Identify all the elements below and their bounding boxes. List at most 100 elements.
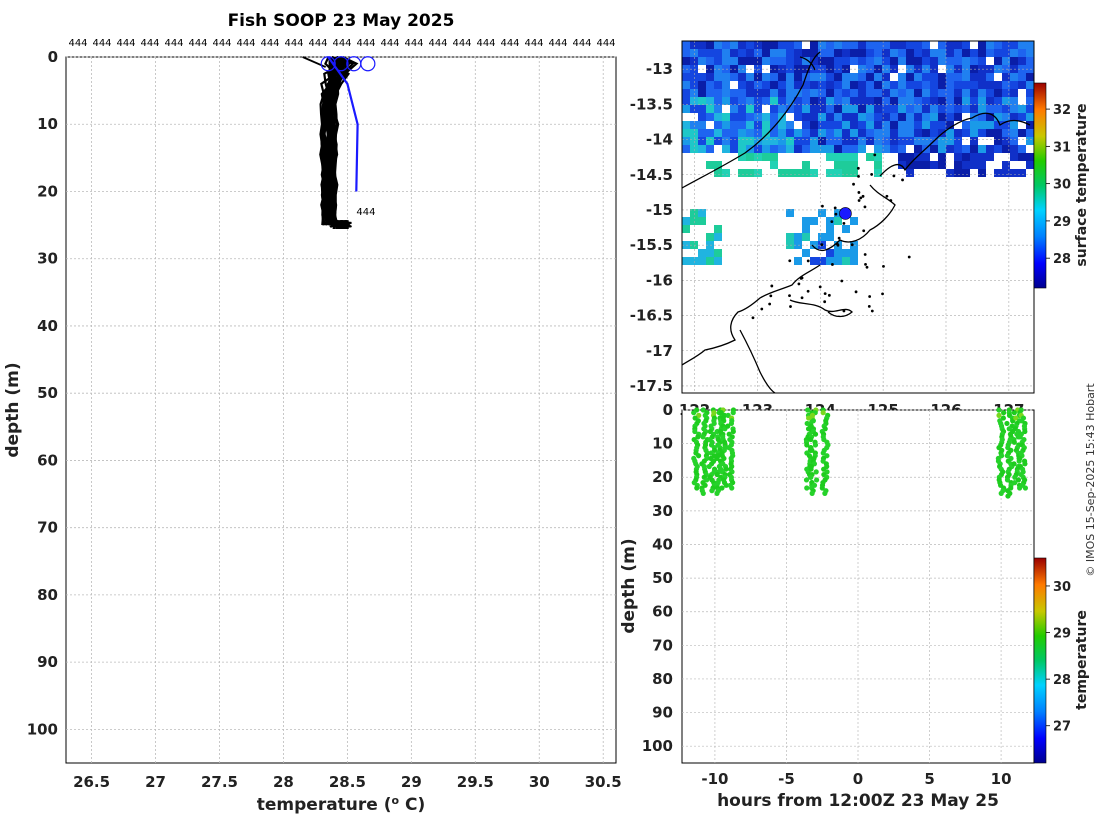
profile-end-marker: ✱ [332, 218, 342, 232]
sst-cell [954, 57, 962, 65]
sst-cell [978, 73, 986, 81]
sst-cell [946, 89, 954, 97]
sst-cell [850, 41, 858, 49]
profile-y-tick-label: 10 [37, 115, 58, 133]
sst-cell [1010, 57, 1018, 65]
sst-cell [762, 81, 770, 89]
cast-point [805, 407, 811, 413]
sst-cell [978, 153, 986, 161]
island-dot [859, 196, 863, 200]
sst-cell [1010, 73, 1018, 81]
sst-cell [706, 121, 714, 129]
profile-top-label: 444 [260, 38, 279, 49]
profile-x-axis-label: temperature (o C) [257, 794, 426, 816]
sst-cell [994, 137, 1002, 145]
sst-cell [834, 57, 842, 65]
sst-cell [682, 49, 690, 57]
sst-cell [922, 137, 930, 145]
sst-cell [706, 73, 714, 81]
sst-cell [786, 97, 794, 105]
sst-cell [842, 249, 850, 257]
sst-cell [818, 113, 826, 121]
sst-cell [874, 81, 882, 89]
cast-point [812, 431, 819, 437]
profile-end-marker: ✱ [339, 218, 349, 232]
profile-end-marker: ✱ [339, 218, 349, 232]
sst-cell [1026, 161, 1034, 169]
island-dot [882, 264, 885, 268]
cast-point [996, 407, 1002, 413]
profile-x-tick-label: 27 [145, 773, 166, 791]
sst-cell [730, 41, 738, 49]
sst-cell [866, 89, 874, 97]
island-dot [856, 166, 860, 170]
profile-end-marker: ✱ [341, 218, 351, 232]
sst-cell [730, 129, 738, 137]
sst-cell [874, 113, 882, 121]
profile-plot-area [65, 56, 617, 764]
profile-line [331, 56, 351, 226]
cast-point [730, 410, 736, 416]
sst-cell [890, 89, 898, 97]
sst-cell [882, 105, 890, 113]
sst-cell [1018, 153, 1026, 161]
profile-end-marker: ✱ [334, 218, 344, 232]
sst-cell [698, 113, 706, 121]
profile-line [320, 56, 339, 226]
sst-cell [690, 41, 698, 49]
cast-point [696, 412, 702, 418]
sst-cell [762, 57, 770, 65]
sst-cell [706, 161, 714, 169]
timeseries-colorbar-tick-label: 30 [1053, 580, 1071, 595]
sst-cell [842, 97, 850, 105]
sst-cell [786, 233, 794, 241]
sst-cell [962, 73, 970, 81]
sst-cell [706, 145, 714, 153]
sst-cell [1026, 49, 1034, 57]
sst-cell [810, 257, 818, 265]
profile-x-tick-label: 27.5 [201, 773, 238, 791]
sst-cell [850, 113, 858, 121]
sst-cell [818, 81, 826, 89]
sst-cell [866, 137, 874, 145]
sst-cell [698, 257, 706, 265]
cast-point [804, 485, 810, 491]
sst-cell [770, 49, 778, 57]
sst-cell [706, 129, 714, 137]
sst-cell [842, 81, 850, 89]
sst-cell [738, 89, 746, 97]
profile-top-label: 444 [332, 38, 351, 49]
sst-cell [714, 257, 722, 265]
profile-top-label: 444 [500, 38, 519, 49]
timeseries-y-tick-label: 30 [652, 502, 673, 520]
sst-cell [818, 105, 826, 113]
sst-cell [874, 137, 882, 145]
sst-cell [882, 121, 890, 129]
profile-end-marker: ✱ [329, 218, 339, 232]
sst-cell [1018, 41, 1026, 49]
sst-cell [938, 153, 946, 161]
sst-cell [1002, 49, 1010, 57]
profile-y-tick-label: 100 [27, 720, 58, 738]
sst-cell [682, 97, 690, 105]
sst-cell [794, 233, 802, 241]
sst-cell [994, 129, 1002, 137]
sst-cell [842, 121, 850, 129]
timeseries-x-tick-label: -10 [701, 770, 728, 788]
sst-cell [1002, 137, 1010, 145]
sst-cell [770, 105, 778, 113]
sst-cell [842, 161, 850, 169]
sst-cell [826, 145, 834, 153]
sst-cell [698, 73, 706, 81]
sst-cell [714, 49, 722, 57]
sst-cell [954, 81, 962, 89]
sst-cell [898, 161, 906, 169]
sst-cell [978, 129, 986, 137]
island-dot [867, 305, 871, 308]
island-dot [861, 194, 865, 198]
sst-cell [770, 41, 778, 49]
cast-point [1017, 434, 1023, 440]
sst-cell [938, 105, 946, 113]
profile-line [327, 56, 345, 226]
sst-cell [954, 145, 962, 153]
